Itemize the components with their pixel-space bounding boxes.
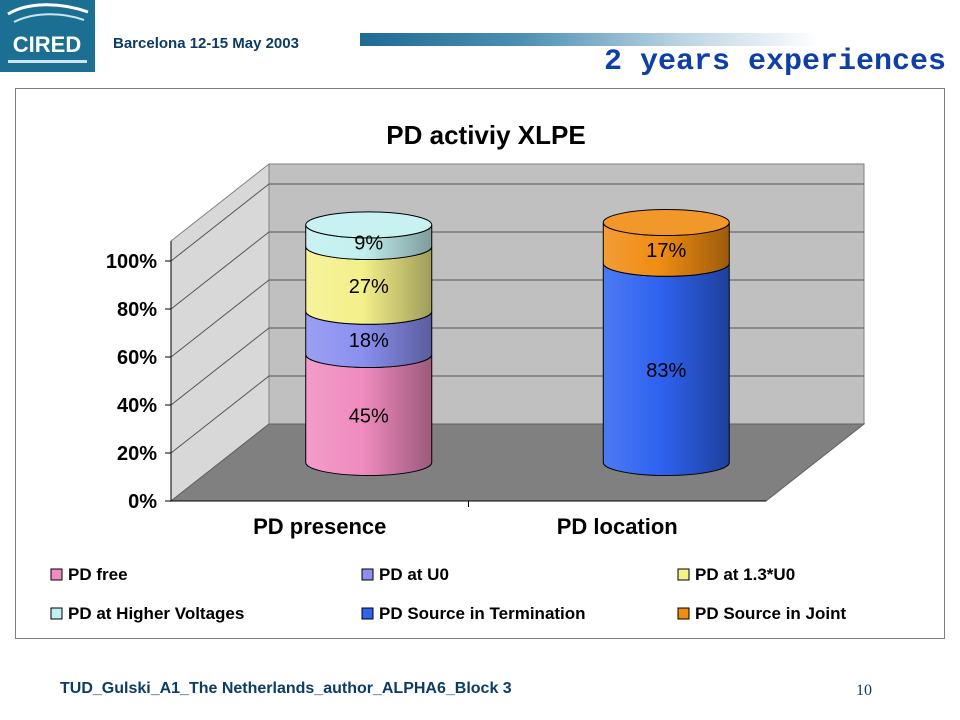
bar-top: [602, 209, 730, 236]
gridline-side: [170, 231, 270, 310]
logo-text: CIRED: [13, 32, 81, 57]
y-tick-label: 80%: [117, 299, 157, 321]
legend-label: PD free: [68, 565, 128, 584]
legend-swatch: [677, 568, 690, 581]
data-label: 9%: [354, 233, 383, 255]
gridline-side: [170, 327, 270, 406]
gridline-side: [170, 183, 270, 262]
y-tick-label: 60%: [117, 347, 157, 369]
y-tick-label: 100%: [106, 251, 157, 273]
legend-swatch: [50, 607, 63, 620]
legend-label: PD at 1.3*U0: [695, 565, 795, 584]
page-number: 10: [856, 682, 872, 699]
chart-frame: PD activiy XLPE 0% 20% 40% 60% 80% 100% PD pre…: [15, 88, 945, 639]
x-tick-label: PD location: [557, 514, 678, 539]
x-tick-label: PD presence: [253, 514, 386, 539]
data-label: 27%: [349, 276, 389, 298]
legend-swatch: [50, 568, 63, 581]
legend-label: PD at Higher Voltages: [68, 604, 244, 623]
data-label: 18%: [349, 330, 389, 352]
legend: PD free PD at U0 PD at 1.3*U0 PD at Higher …: [50, 565, 846, 623]
cired-logo-graphic: CIRED: [7, 3, 89, 63]
data-label: 83%: [646, 360, 686, 382]
gridline-side: [170, 279, 270, 358]
y-tick-label: 40%: [117, 395, 157, 417]
data-label: 17%: [646, 240, 686, 262]
data-label: 45%: [349, 406, 389, 428]
conference-label: Barcelona 12-15 May 2003: [113, 35, 299, 52]
legend-label: PD Source in Termination: [379, 604, 586, 623]
floor: [169, 423, 866, 502]
legend-swatch: [361, 607, 374, 620]
footer-text: TUD_Gulski_A1_The Netherlands_author_ALP…: [60, 680, 512, 697]
y-tick-label: 0%: [128, 491, 157, 513]
chart-title: PD activiy XLPE: [386, 120, 585, 150]
header-gradient-bar: [360, 33, 820, 46]
legend-label: PD Source in Joint: [695, 604, 846, 623]
slide-title: 2 years experiences: [603, 45, 946, 79]
cired-logo: CIRED: [0, 0, 95, 72]
legend-swatch: [677, 607, 690, 620]
plot-area: 0% 20% 40% 60% 80% 100% PD presence PD location…: [106, 162, 866, 539]
legend-label: PD at U0: [379, 565, 449, 584]
gridline-side: [170, 375, 270, 454]
chart-svg: PD activiy XLPE 0% 20% 40% 60% 80% 100% PD pre…: [50, 120, 866, 623]
y-tick-label: 20%: [117, 443, 157, 465]
bar-top: [305, 211, 433, 239]
legend-swatch: [361, 568, 374, 581]
